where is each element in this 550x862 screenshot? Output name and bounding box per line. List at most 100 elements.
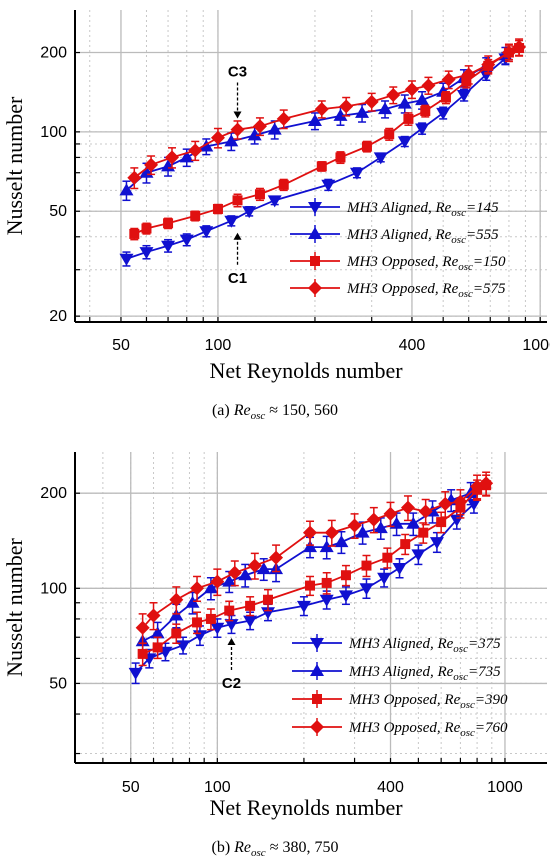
legend-item: MH3 Opposed, Reosc=390 bbox=[292, 690, 508, 711]
data-point bbox=[279, 180, 289, 190]
legend-item: MH3 Aligned, Reosc=555 bbox=[290, 225, 499, 246]
x-tick-label: 50 bbox=[112, 337, 130, 354]
arrow-head bbox=[227, 638, 235, 645]
chart-panel-a: 50 100 400 1000 20 50 100 200 Net Reynolds numbe… bbox=[2, 10, 550, 422]
legend-label: MH3 Aligned, Reosc=555 bbox=[346, 227, 499, 246]
y-tick-label: 200 bbox=[40, 485, 67, 502]
y-tick-label: 20 bbox=[49, 308, 67, 325]
data-point bbox=[436, 517, 446, 527]
legend-label: MH3 Opposed, Reosc=390 bbox=[348, 692, 508, 711]
y-tick-label: 50 bbox=[49, 203, 67, 220]
data-point bbox=[245, 601, 255, 611]
data-point bbox=[169, 593, 183, 607]
annotation-c3: C3 bbox=[228, 64, 247, 119]
data-point bbox=[335, 152, 345, 162]
data-point bbox=[382, 553, 392, 563]
y-axis-title: Nusselt number bbox=[2, 537, 27, 676]
x-tick-label: 100 bbox=[205, 337, 232, 354]
data-point bbox=[224, 216, 238, 228]
legend-item: MH3 Opposed, Reosc=150 bbox=[290, 252, 506, 273]
data-point bbox=[255, 189, 265, 199]
data-point bbox=[377, 573, 391, 585]
data-point bbox=[153, 642, 163, 652]
legend-marker bbox=[310, 664, 324, 676]
data-point bbox=[367, 513, 381, 527]
data-point bbox=[305, 581, 315, 591]
data-point bbox=[317, 161, 327, 171]
data-point bbox=[269, 551, 283, 565]
data-point bbox=[384, 507, 398, 521]
series-2 bbox=[119, 47, 512, 200]
data-point bbox=[206, 614, 216, 624]
legend-item: MH3 Aligned, Reosc=735 bbox=[292, 662, 501, 683]
data-point bbox=[365, 95, 379, 109]
legend: MH3 Aligned, Reosc=145 MH3 Aligned, Reosc… bbox=[290, 198, 506, 300]
y-tick-label: 50 bbox=[49, 675, 67, 692]
legend-marker bbox=[308, 202, 322, 214]
annotation-label: C3 bbox=[228, 64, 247, 81]
data-point bbox=[415, 124, 429, 136]
data-point bbox=[213, 204, 223, 214]
data-point bbox=[436, 108, 450, 120]
data-point bbox=[341, 570, 351, 580]
data-point bbox=[441, 93, 451, 103]
x-tick-label: 50 bbox=[122, 779, 140, 796]
annotation-c2: C2 bbox=[222, 638, 241, 692]
data-point bbox=[411, 549, 425, 561]
legend-marker bbox=[308, 227, 322, 239]
data-point bbox=[403, 114, 413, 124]
data-point bbox=[303, 526, 317, 540]
data-point bbox=[420, 106, 430, 116]
figure-caption: (b) Reosc ≈ 380, 750 bbox=[212, 839, 339, 859]
y-tick-label: 100 bbox=[40, 124, 67, 141]
data-point bbox=[190, 211, 200, 221]
figure-caption: (a) Reosc ≈ 150, 560 bbox=[212, 402, 338, 422]
data-point bbox=[418, 528, 428, 538]
data-point bbox=[430, 537, 444, 549]
x-tick-label: 1000 bbox=[522, 337, 550, 354]
data-point bbox=[405, 82, 419, 96]
annotation-c1: C1 bbox=[228, 233, 247, 287]
data-point bbox=[322, 578, 332, 588]
legend-marker bbox=[312, 694, 322, 704]
data-point bbox=[350, 168, 364, 180]
data-point bbox=[193, 630, 207, 642]
legend-marker bbox=[310, 256, 320, 266]
y-axis-title: Nusselt number bbox=[2, 96, 27, 235]
data-point bbox=[384, 129, 394, 139]
data-point bbox=[138, 649, 148, 659]
arrow-head bbox=[234, 112, 242, 119]
data-point bbox=[393, 563, 407, 575]
data-point bbox=[210, 623, 224, 635]
legend-label: MH3 Aligned, Reosc=145 bbox=[346, 200, 499, 219]
legend-label: MH3 Aligned, Reosc=735 bbox=[348, 664, 501, 683]
legend-item: MH3 Opposed, Reosc=760 bbox=[292, 718, 508, 739]
chart-panel-b: 50 100 400 100050100200Net Reynolds numberN… bbox=[2, 452, 547, 859]
data-point bbox=[141, 223, 151, 233]
legend-marker bbox=[310, 720, 324, 734]
data-point bbox=[374, 152, 388, 164]
x-tick-label: 400 bbox=[377, 779, 404, 796]
data-point bbox=[348, 519, 362, 533]
data-point bbox=[398, 136, 412, 148]
x-axis-title: Net Reynolds number bbox=[209, 358, 403, 383]
y-tick-label: 200 bbox=[40, 45, 67, 62]
data-point bbox=[231, 123, 245, 137]
annotation-label: C2 bbox=[222, 675, 241, 692]
data-point bbox=[421, 78, 435, 92]
x-tick-label: 100 bbox=[204, 779, 231, 796]
legend-label: MH3 Opposed, Reosc=575 bbox=[346, 281, 506, 300]
y-tick-label: 100 bbox=[40, 580, 67, 597]
data-point bbox=[277, 112, 291, 126]
data-point bbox=[268, 195, 282, 207]
data-point bbox=[334, 535, 348, 547]
legend-marker bbox=[310, 638, 324, 650]
legend-label: MH3 Aligned, Reosc=375 bbox=[348, 636, 501, 655]
x-tick-label: 400 bbox=[399, 337, 426, 354]
data-point bbox=[263, 595, 273, 605]
data-point bbox=[163, 218, 173, 228]
legend-marker bbox=[308, 281, 322, 295]
legend-item: MH3 Aligned, Reosc=375 bbox=[292, 634, 501, 655]
data-point bbox=[315, 102, 329, 116]
